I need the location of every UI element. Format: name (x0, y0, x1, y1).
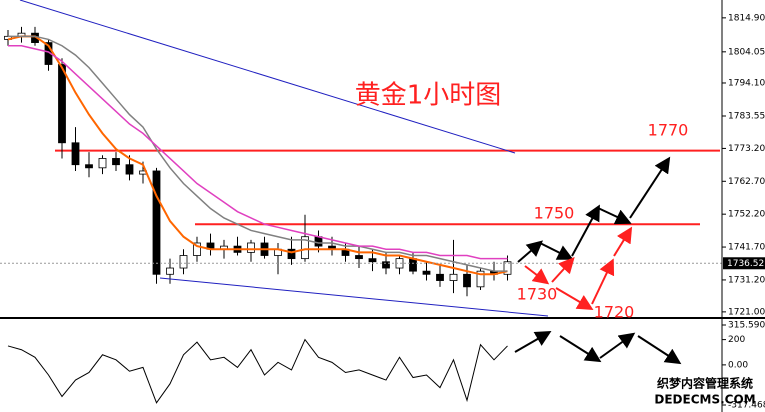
chart-title: 黄金1小时图 (355, 81, 502, 111)
candle-body (247, 242, 255, 253)
annotation: 1730 (517, 285, 558, 304)
y-tick-label: 1762.70 (728, 177, 765, 187)
candle-body (314, 236, 323, 247)
candle-body (503, 261, 512, 275)
candle-body (382, 261, 390, 269)
y-tick-label: 1752.20 (728, 210, 765, 220)
candle-body (152, 170, 161, 275)
candle-body (166, 267, 174, 275)
indicator-line (7, 338, 508, 404)
price-label: 1736.52 (727, 259, 764, 269)
annotation: 1720 (594, 303, 635, 322)
watermark: 织梦内容管理系统 (657, 376, 753, 391)
forecast-arrows (524, 226, 633, 311)
candle-body (85, 164, 93, 169)
candle-body (368, 258, 377, 263)
y-tick-label: -317.468 (728, 401, 765, 411)
y-tick-label: 200 (728, 335, 745, 345)
main-panel: 1814.90 1804.05 1794.10 1783.55 1773.20 1762.… (0, 13, 765, 317)
y-tick-label: 1814.90 (728, 13, 765, 23)
candle-body (112, 158, 120, 166)
trend-line (19, 0, 516, 154)
y-tick-label: 1731.20 (728, 275, 765, 285)
annotation: 1750 (534, 204, 575, 223)
trend-line (159, 277, 549, 317)
y-tick-label: 1721.00 (728, 307, 765, 317)
candle-body (71, 142, 80, 166)
y-tick-label: 1783.55 (728, 112, 765, 122)
candle-body (98, 158, 107, 169)
candle-body (409, 258, 417, 272)
candle-body (125, 164, 134, 175)
y-tick-label: 0.00 (728, 360, 748, 370)
indicator-panel: 315.5903 200 0.00 -317.468 (7, 321, 765, 411)
forecast-arrows (514, 156, 682, 365)
price-tag (723, 257, 765, 270)
candle-body (301, 236, 309, 260)
y-tick-label: 1794.10 (728, 78, 765, 88)
candle-body (476, 270, 485, 288)
candle-body (179, 255, 188, 269)
candle-body (287, 248, 296, 260)
moving-average (7, 35, 508, 276)
annotation: 1770 (648, 121, 689, 140)
candle-body (355, 255, 363, 260)
watermark: DEDECMS.COM (654, 393, 755, 407)
candle-body (58, 64, 66, 144)
candle-body (436, 273, 444, 281)
y-tick-label: 1804.05 (728, 47, 765, 57)
moving-average (8, 44, 508, 260)
candle-body (422, 270, 431, 275)
candle-body (193, 242, 201, 256)
moving-average (8, 35, 508, 272)
candle-body (463, 273, 471, 288)
candle-body (449, 273, 458, 281)
y-tick-label: 1773.20 (728, 144, 765, 154)
y-tick-label: 1741.70 (728, 243, 765, 253)
y-tick-label: 315.5903 (728, 321, 765, 331)
